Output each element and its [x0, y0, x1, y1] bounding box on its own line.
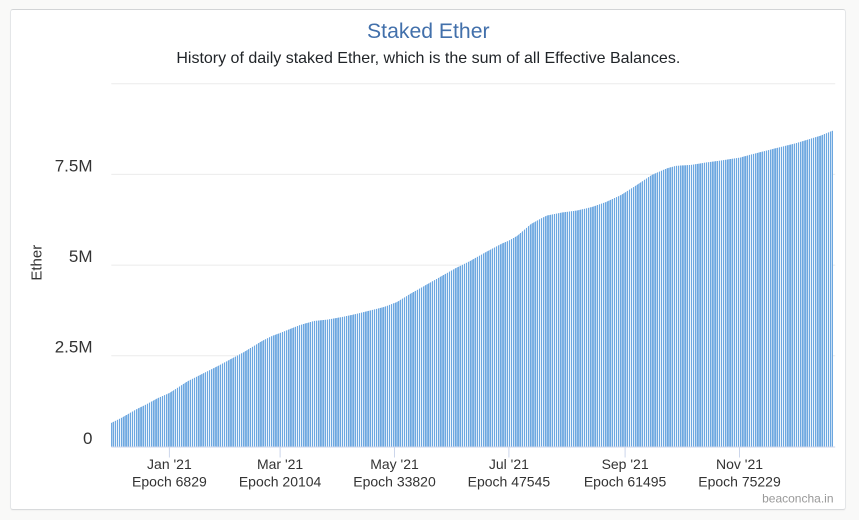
svg-text:Epoch 20104: Epoch 20104 — [239, 474, 322, 490]
svg-text:Epoch 61495: Epoch 61495 — [584, 474, 667, 490]
svg-text:Epoch 47545: Epoch 47545 — [468, 474, 551, 490]
svg-text:Epoch 33820: Epoch 33820 — [353, 474, 436, 490]
svg-text:Epoch 75229: Epoch 75229 — [698, 474, 781, 490]
svg-text:Ether: Ether — [28, 245, 45, 281]
svg-text:Sep '21: Sep '21 — [602, 456, 649, 472]
svg-text:0: 0 — [83, 429, 92, 448]
svg-text:History of daily staked Ether,: History of daily staked Ether, which is … — [176, 50, 680, 67]
svg-text:Jan '21: Jan '21 — [147, 456, 192, 472]
svg-text:7.5M: 7.5M — [55, 157, 93, 176]
svg-text:Jul '21: Jul '21 — [489, 456, 529, 472]
svg-text:May '21: May '21 — [370, 456, 419, 472]
svg-text:Staked Ether: Staked Ether — [367, 20, 490, 43]
svg-text:2.5M: 2.5M — [55, 338, 93, 357]
svg-text:beaconcha.in: beaconcha.in — [762, 492, 833, 506]
svg-text:Mar '21: Mar '21 — [257, 456, 303, 472]
svg-text:5M: 5M — [69, 247, 93, 266]
svg-text:Epoch 6829: Epoch 6829 — [132, 474, 207, 490]
svg-text:Nov '21: Nov '21 — [716, 456, 763, 472]
